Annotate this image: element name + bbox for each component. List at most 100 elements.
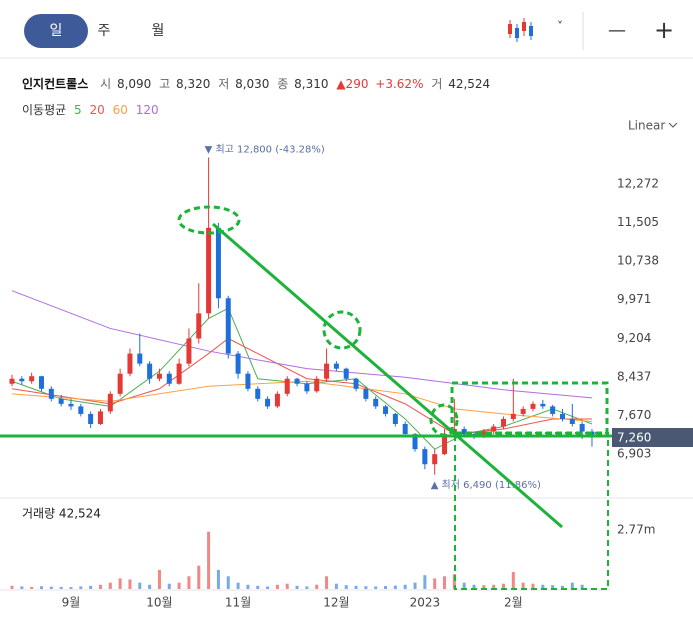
volume-bar	[138, 582, 142, 589]
candle-body	[383, 406, 389, 414]
high-label: ▼ 최고 12,800 (-43.28%)	[205, 143, 325, 155]
candle-body	[314, 378, 320, 392]
volume-bar	[423, 575, 427, 589]
chevron[interactable]: ˅	[557, 20, 563, 34]
value: 42,524	[448, 77, 490, 91]
volume-tick-label: 2.77m	[617, 523, 655, 537]
candle-body	[58, 398, 64, 404]
scale-chevron[interactable]	[668, 122, 678, 128]
candle-body	[481, 431, 487, 437]
annotations	[0, 205, 693, 590]
label: 시	[100, 77, 111, 91]
candle-body	[245, 373, 251, 389]
candle-body	[117, 373, 123, 394]
candle-body	[422, 449, 428, 465]
low-label: ▲ 최저 6,490 (11.86%)	[431, 479, 541, 491]
candle-body	[156, 373, 162, 379]
volume-bar	[433, 578, 437, 589]
volume-bar	[502, 583, 505, 589]
candle-body	[68, 403, 74, 407]
candle-body	[107, 393, 113, 412]
volume-title: 거래량 42,524	[22, 507, 101, 521]
candle-body	[353, 378, 359, 389]
volume-bar	[315, 584, 319, 589]
current-price: 7,260	[617, 431, 651, 445]
volume-bar	[393, 585, 397, 589]
candle-body	[510, 413, 516, 419]
candle-body	[166, 373, 172, 384]
volume-bar	[236, 582, 240, 589]
candle-body	[569, 418, 575, 424]
change-pct: +3.62%	[375, 77, 423, 91]
y-tick-label: 11,505	[617, 215, 659, 229]
volume-bar	[216, 569, 220, 589]
ma-item: 5	[74, 103, 82, 117]
volume-bar	[148, 584, 152, 589]
circle	[429, 403, 459, 437]
period-day[interactable]: 일	[50, 23, 63, 39]
candle-body	[402, 423, 408, 435]
y-tick-label: 9,204	[617, 331, 651, 345]
zoom-in[interactable]: +	[654, 16, 674, 44]
candle-body	[38, 376, 44, 389]
volume-bar	[197, 565, 201, 589]
period-month[interactable]: 월	[152, 23, 165, 39]
volume-bar	[560, 585, 564, 589]
volume-bar	[266, 586, 270, 589]
x-tick-label: 11월	[225, 596, 251, 610]
volume-bar	[167, 583, 171, 589]
candle-body	[412, 434, 418, 450]
volume-bar	[452, 574, 456, 589]
candle-body	[432, 454, 438, 465]
candle-body	[137, 353, 143, 364]
volume-bar	[403, 584, 407, 589]
quote-line: 인지컨트롤스 시 8,090 고 8,320 저 8,030 종 8,310 ▲…	[22, 76, 490, 91]
volume-bar	[413, 582, 417, 589]
moving-average	[11, 307, 593, 450]
candle-body	[491, 426, 497, 432]
volume-bar	[207, 531, 211, 589]
x-tick-label: 9월	[62, 596, 81, 610]
candle-body	[294, 378, 300, 384]
candle-body	[274, 393, 280, 407]
candle-body	[550, 406, 556, 414]
scale-mode[interactable]: Linear	[628, 119, 665, 133]
volume-bar	[492, 584, 496, 589]
x-tick-label: 10월	[146, 596, 172, 610]
volume-bar	[108, 582, 112, 589]
volume-bar	[472, 584, 476, 589]
value: 8,310	[294, 77, 328, 91]
label: 저	[218, 77, 229, 91]
volume-bar	[521, 582, 525, 589]
candle-body	[540, 403, 546, 407]
volume-bar	[531, 583, 535, 589]
label: 거	[431, 77, 442, 91]
candle-body	[9, 378, 15, 384]
volume-bar	[325, 576, 329, 589]
y-tick-label: 10,738	[617, 254, 659, 268]
volume-bar	[511, 572, 515, 589]
volume-bar	[69, 587, 73, 589]
volume-bar	[39, 586, 43, 589]
candle-body	[19, 378, 25, 382]
candle-body	[392, 413, 398, 424]
volume-bar	[98, 584, 102, 589]
period-selected[interactable]	[24, 14, 88, 48]
volume-bar	[128, 579, 132, 589]
candle-body	[235, 353, 241, 374]
chart-type-icon[interactable]	[508, 18, 533, 42]
stock-name: 인지컨트롤스	[22, 76, 88, 91]
candle-body	[343, 368, 349, 379]
volume-bar	[305, 586, 309, 589]
candle-body	[265, 398, 271, 407]
volume-bar	[570, 582, 574, 589]
candle-body	[225, 298, 231, 354]
x-tick-label: 12월	[323, 596, 349, 610]
zoom-out[interactable]: —	[608, 20, 626, 41]
candle-body	[520, 408, 526, 414]
moving-average	[11, 290, 593, 399]
volume-bar	[443, 576, 447, 589]
value: 8,030	[235, 77, 269, 91]
period-week[interactable]: 주	[98, 23, 111, 39]
